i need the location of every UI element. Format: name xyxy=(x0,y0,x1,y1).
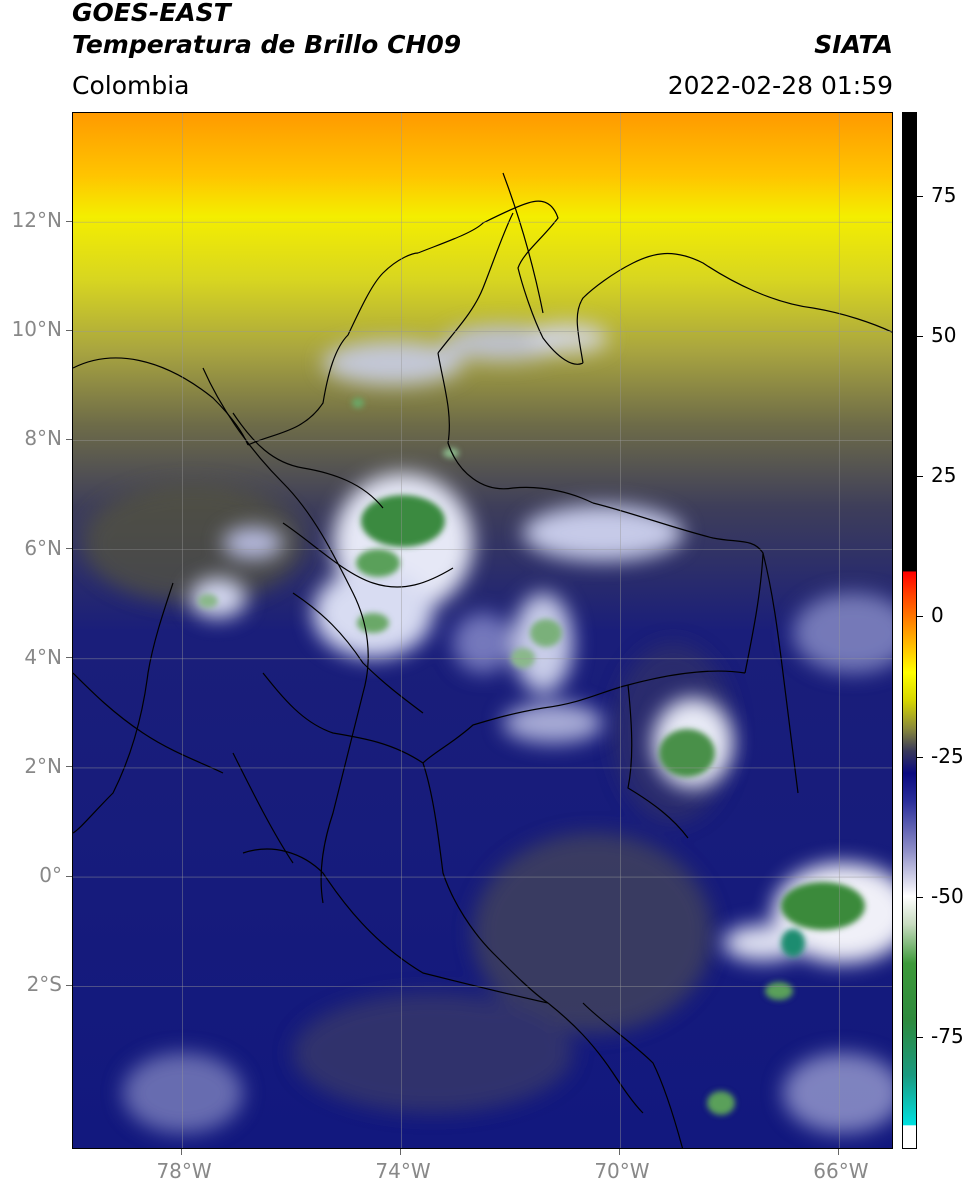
colorbar-label: -75 xyxy=(931,1023,964,1048)
colorbar xyxy=(902,112,917,1149)
latitude-tick xyxy=(66,438,72,440)
gridlines xyxy=(73,113,892,1148)
latitude-label: 6°N xyxy=(24,535,62,560)
latitude-tick xyxy=(66,657,72,659)
latitude-label: 0° xyxy=(39,863,62,888)
colorbar-label: 25 xyxy=(931,463,957,488)
colorbar-label: -50 xyxy=(931,883,964,908)
borders-and-coast xyxy=(73,172,892,1148)
latitude-tick xyxy=(66,984,72,986)
longitude-label: 78°W xyxy=(156,1159,212,1183)
longitude-label: 66°W xyxy=(813,1159,869,1183)
cold-cloud-tops xyxy=(198,398,865,1115)
datetime-label: 2022-02-28 01:59 xyxy=(667,71,893,100)
latitude-label: 10°N xyxy=(11,317,62,342)
product-title: Temperatura de Brillo CH09 xyxy=(72,30,462,59)
latitude-label: 2°N xyxy=(24,753,62,778)
longitude-tick xyxy=(837,1149,839,1155)
latitude-label: 2°S xyxy=(26,972,62,997)
agency-label: SIATA xyxy=(814,30,893,59)
colorbar-tick xyxy=(917,1036,923,1038)
colorbar-label: 75 xyxy=(931,183,957,208)
colorbar-tick xyxy=(917,616,923,618)
colorbar-tick xyxy=(917,336,923,338)
longitude-tick xyxy=(399,1149,401,1155)
latitude-label: 4°N xyxy=(24,644,62,669)
longitude-label: 70°W xyxy=(594,1159,650,1183)
colorbar-label: -25 xyxy=(931,743,964,768)
latitude-tick xyxy=(66,220,72,222)
colorbar-tick xyxy=(917,196,923,198)
satellite-map xyxy=(72,112,893,1149)
latitude-tick xyxy=(66,766,72,768)
colorbar-tick xyxy=(917,756,923,758)
latitude-label: 8°N xyxy=(24,426,62,451)
region-label: Colombia xyxy=(72,71,190,100)
latitude-tick xyxy=(66,875,72,877)
map-canvas xyxy=(73,113,892,1148)
colorbar-label: 0 xyxy=(931,603,944,628)
longitude-tick xyxy=(180,1149,182,1155)
colorbar-label: 50 xyxy=(931,323,957,348)
satellite-title: GOES-EAST xyxy=(72,0,231,27)
dry-olive-patches xyxy=(83,483,733,1113)
latitude-label: 12°N xyxy=(11,208,62,233)
colorbar-tick xyxy=(917,896,923,898)
longitude-label: 74°W xyxy=(375,1159,431,1183)
longitude-tick xyxy=(618,1149,620,1155)
colorbar-tick xyxy=(917,476,923,478)
latitude-tick xyxy=(66,329,72,331)
latitude-tick xyxy=(66,548,72,550)
cirrus-bands xyxy=(123,323,892,1133)
